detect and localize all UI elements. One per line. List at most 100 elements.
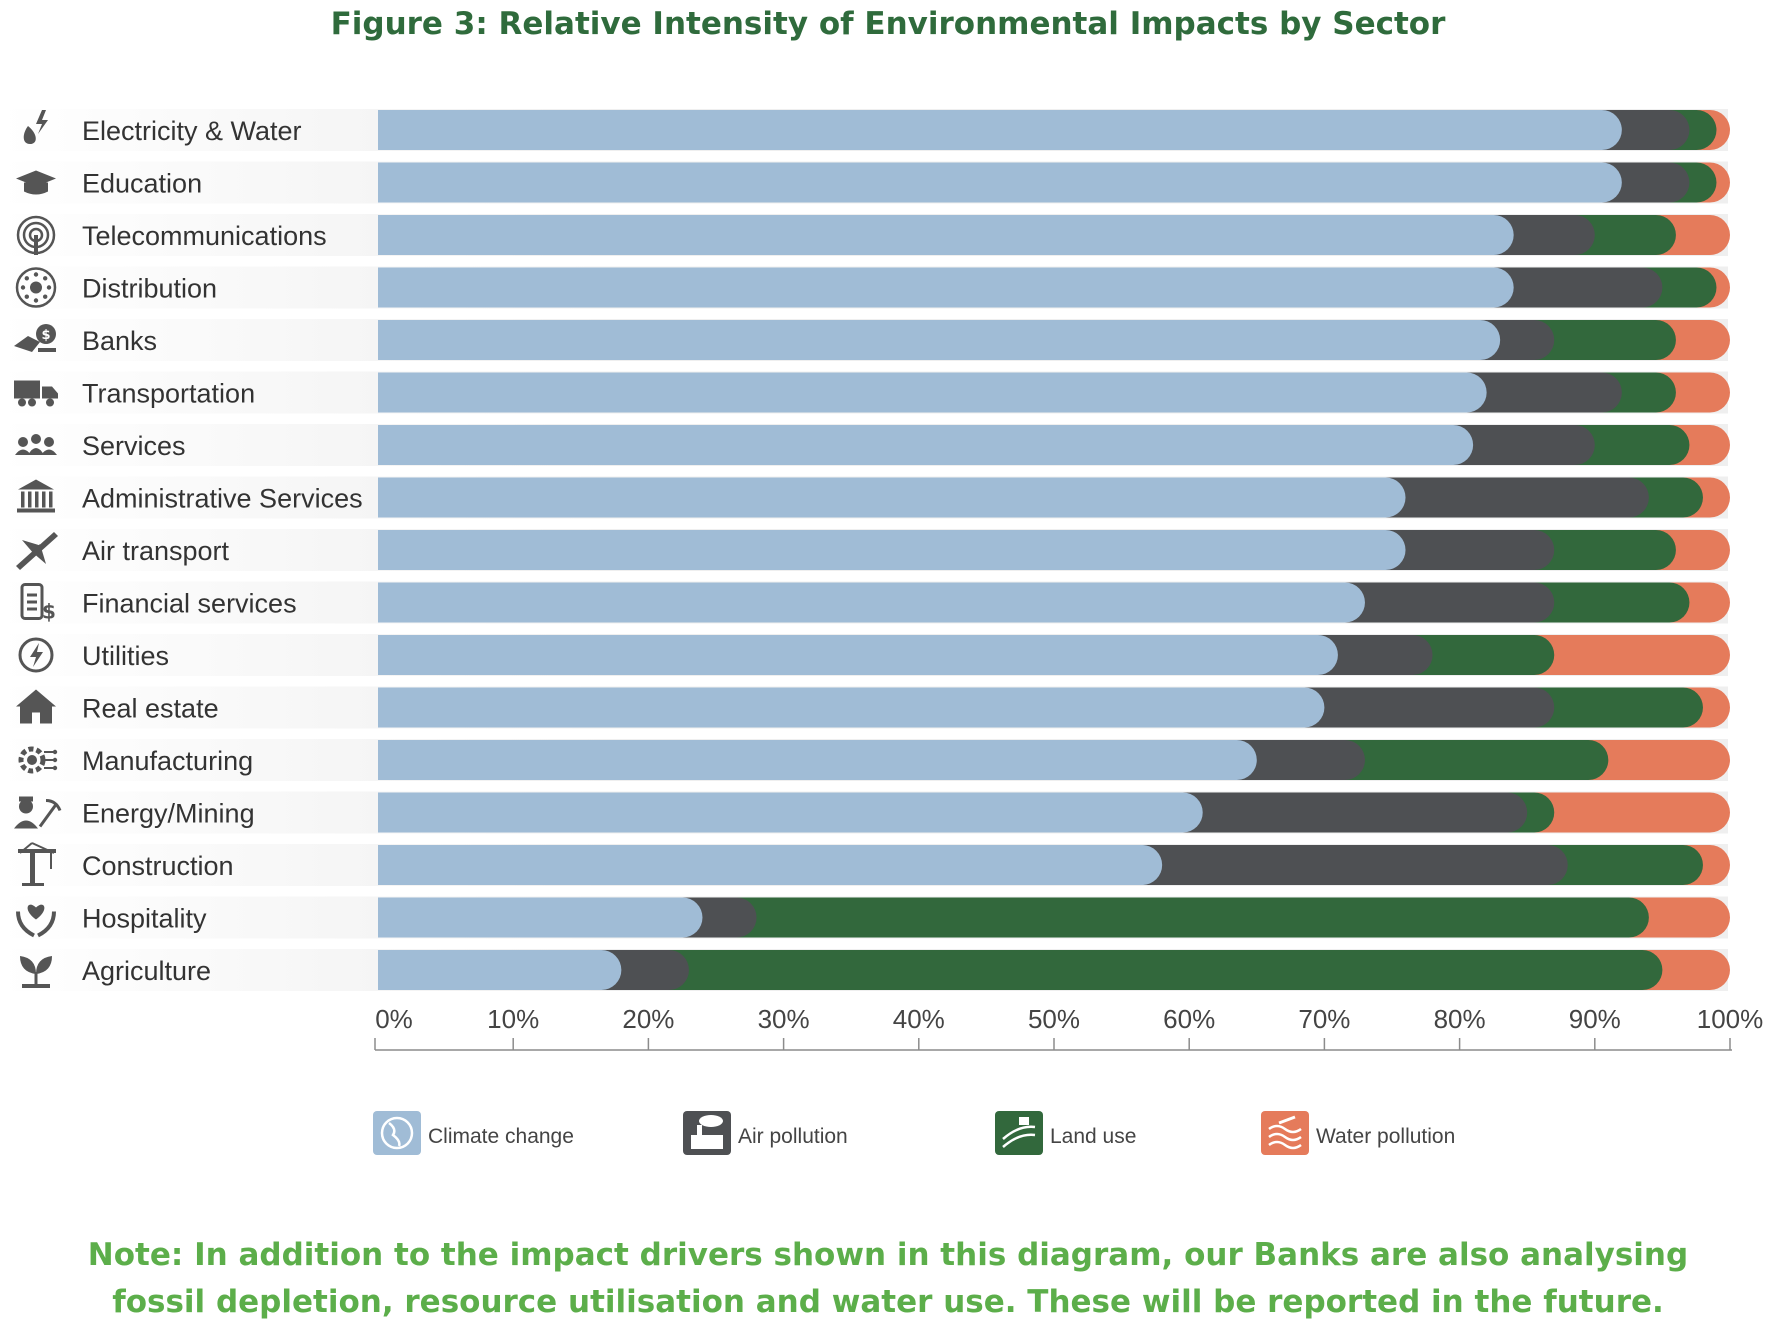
- bar-segment-climate-change: [378, 215, 1514, 255]
- bar-segment-air-pollution: [1466, 372, 1622, 413]
- bar-segment-land-use: [1574, 425, 1690, 465]
- bar-segment-land-use: [1412, 635, 1555, 675]
- legend-swatch: [1261, 1111, 1309, 1155]
- bar-segment-air-pollution: [682, 897, 757, 938]
- sector-row: Education: [0, 161, 1730, 204]
- left-hand: [16, 911, 35, 938]
- legend-item: Air pollution: [683, 1111, 848, 1155]
- legend-item: Land use: [995, 1111, 1136, 1155]
- crane-jib: [18, 849, 56, 853]
- barn: [1019, 1117, 1029, 1125]
- sector-label: Real estate: [82, 694, 219, 724]
- sector-row: Manufacturing: [0, 739, 1730, 781]
- sector-row: Air transport: [0, 529, 1730, 571]
- leaf: [20, 956, 36, 974]
- text-line: [27, 600, 37, 604]
- text-line: [27, 593, 37, 597]
- house-shape: [16, 689, 56, 724]
- bar-segment-air-pollution: [1236, 740, 1365, 780]
- bar-segment-air-pollution: [1453, 425, 1595, 465]
- person-body: [28, 448, 44, 455]
- bar-segment-climate-change: [378, 320, 1501, 360]
- bar-segment-air-pollution: [1304, 687, 1555, 728]
- right-hand: [37, 911, 56, 938]
- legend-label: Climate change: [428, 1125, 574, 1148]
- column: [21, 491, 25, 508]
- tower-mast: [34, 235, 38, 255]
- sector-label: Banks: [82, 326, 157, 356]
- bar-segment-climate-change: [378, 897, 703, 938]
- x-tick-label: 90%: [1569, 1004, 1621, 1034]
- x-tick-label: 80%: [1434, 1004, 1486, 1034]
- node: [24, 294, 30, 299]
- hook-line: [50, 853, 52, 869]
- bar-segment-climate-change: [378, 425, 1474, 465]
- bar-segment-land-use: [1534, 687, 1703, 728]
- bar-segment-land-use: [736, 897, 1649, 938]
- bar-segment-water-pollution: [1655, 320, 1730, 360]
- sector-row: Transportation: [0, 371, 1730, 414]
- miner-pickaxe-icon: [14, 796, 62, 829]
- circuit-line: [44, 759, 54, 761]
- pickaxe-handle: [38, 803, 58, 828]
- bar-segment-water-pollution: [1655, 530, 1730, 570]
- distribution-network-icon: [15, 267, 57, 308]
- sector-row: Telecommunications: [0, 214, 1730, 256]
- bar-segment-water-pollution: [1588, 740, 1730, 780]
- x-tick-label: 0%: [375, 1004, 413, 1034]
- sector-row: Utilities: [0, 634, 1730, 676]
- sector-label: Agriculture: [82, 956, 211, 986]
- pickaxe-head: [45, 799, 62, 812]
- bolt-shape: [36, 110, 48, 134]
- bar-segment-air-pollution: [1317, 635, 1433, 675]
- bar-segment-climate-change: [378, 740, 1257, 780]
- bar-segment-water-pollution: [1655, 215, 1730, 255]
- sector-row: Electricity & Water: [0, 109, 1730, 151]
- power-bolt-icon: [18, 637, 54, 673]
- crane-icon: [18, 842, 56, 886]
- sector-row: $ Financial services: [0, 581, 1730, 624]
- person-body: [41, 449, 57, 455]
- stem: [34, 972, 38, 984]
- sector-row: Administrative Services: [0, 476, 1730, 519]
- wave: [1268, 1132, 1302, 1142]
- x-tick-label: 40%: [893, 1004, 945, 1034]
- bar-segment-land-use: [1534, 530, 1676, 570]
- wave: [1268, 1140, 1302, 1150]
- column: [35, 491, 39, 508]
- sector-label: Hospitality: [82, 904, 207, 934]
- legend-label: Air pollution: [738, 1125, 848, 1148]
- circuit-node: [52, 765, 58, 771]
- sector-row: Services: [0, 424, 1730, 466]
- dollar-glyph: $: [41, 328, 50, 343]
- sprout-icon: [20, 956, 52, 988]
- sector-label: Distribution: [82, 274, 217, 304]
- bar-segment-land-use: [1547, 845, 1703, 885]
- bar-segment-air-pollution: [1385, 530, 1555, 570]
- field-lines: [1002, 1125, 1036, 1148]
- sector-label: Financial services: [82, 589, 297, 619]
- water-bolt-icon: [23, 110, 48, 144]
- x-tick-label: 70%: [1298, 1004, 1350, 1034]
- sector-row: $ Banks: [0, 319, 1730, 361]
- sector-label: Administrative Services: [82, 484, 363, 514]
- chimney: [697, 1125, 702, 1137]
- bar-segment-climate-change: [378, 582, 1365, 623]
- x-tick-label: 30%: [758, 1004, 810, 1034]
- base: [17, 508, 55, 513]
- miner-body: [14, 820, 38, 829]
- bar-segment-climate-change: [378, 635, 1338, 675]
- sector-row: Hospitality: [0, 896, 1730, 939]
- truck-body: [14, 380, 40, 399]
- node: [33, 298, 39, 303]
- sector-label: Air transport: [82, 536, 230, 566]
- footnote: Note: In addition to the impact drivers …: [0, 1232, 1776, 1326]
- coin: [36, 324, 56, 344]
- cap-base: [24, 182, 48, 195]
- sector-label: Utilities: [82, 641, 169, 671]
- bar-segment-land-use: [1534, 582, 1690, 623]
- sector-label: Telecommunications: [82, 221, 327, 251]
- hands-heart-icon: [16, 904, 56, 938]
- dollar-glyph: $: [42, 600, 56, 624]
- hub: [30, 281, 42, 294]
